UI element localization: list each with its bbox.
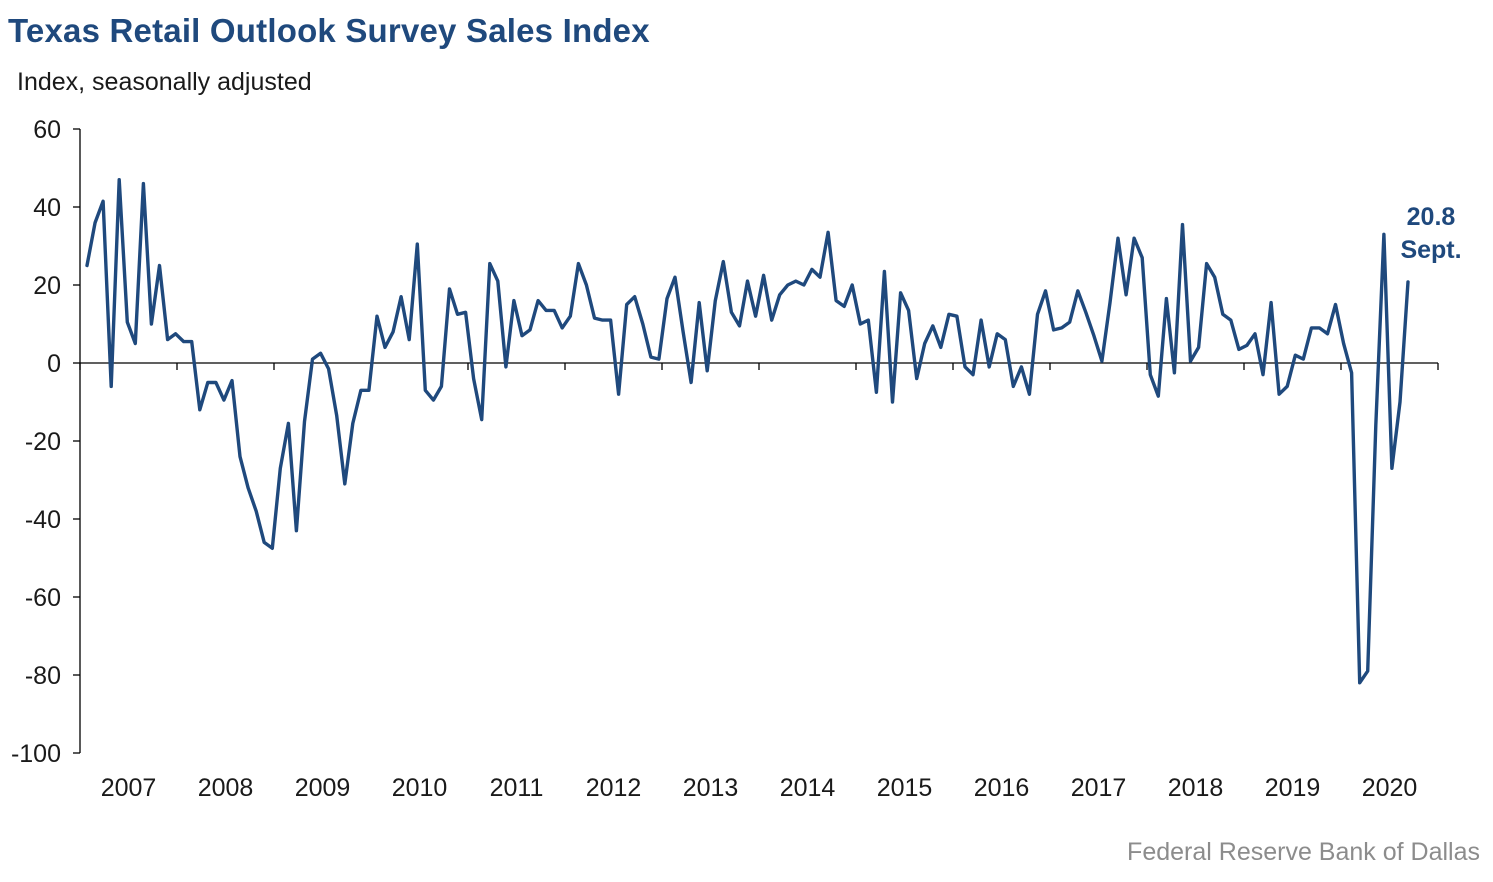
- y-tick-label: 60: [33, 116, 61, 144]
- x-tick-label: 2015: [877, 774, 933, 802]
- y-tick-label: -20: [25, 428, 61, 456]
- x-tick-label: 2014: [780, 774, 836, 802]
- x-tick-label: 2018: [1168, 774, 1224, 802]
- y-tick-label: -100: [11, 740, 61, 768]
- chart-title: Texas Retail Outlook Survey Sales Index: [8, 12, 650, 49]
- latest-value-annotation: 20.8 Sept.: [1400, 203, 1461, 264]
- y-axis-unit-label: Index, seasonally adjusted: [17, 68, 312, 96]
- x-tick-label: 2020: [1362, 774, 1418, 802]
- x-tick-label: 2019: [1265, 774, 1321, 802]
- y-tick-label: 40: [33, 194, 61, 222]
- y-tick-label: 20: [33, 272, 61, 300]
- y-tick-label: -80: [25, 662, 61, 690]
- y-tick-label: -40: [25, 506, 61, 534]
- annotation-month: Sept.: [1400, 236, 1461, 264]
- series-group: [85, 177, 1410, 685]
- y-tick-label: 0: [47, 350, 61, 378]
- x-tick-label: 2007: [101, 774, 157, 802]
- x-tick-label: 2010: [392, 774, 448, 802]
- source-credit: Federal Reserve Bank of Dallas: [1127, 838, 1480, 866]
- y-tick-label: -60: [25, 584, 61, 612]
- x-tick-label: 2013: [683, 774, 739, 802]
- x-tick-label: 2011: [490, 774, 544, 802]
- x-tick-label: 2009: [295, 774, 351, 802]
- series-line-0: [85, 177, 1410, 685]
- x-tick-label: 2016: [974, 774, 1030, 802]
- x-axis: 2007 2008 2009 2010 2011 2012 2013 2014 2015 2016…: [79, 362, 1439, 802]
- y-axis: 60 40 20 0 -20 -40 -60 -80 -100: [11, 116, 81, 768]
- x-tick-label: 2012: [586, 774, 642, 802]
- x-tick-label: 2017: [1071, 774, 1127, 802]
- annotation-value: 20.8: [1407, 203, 1456, 231]
- x-tick-label: 2008: [198, 774, 254, 802]
